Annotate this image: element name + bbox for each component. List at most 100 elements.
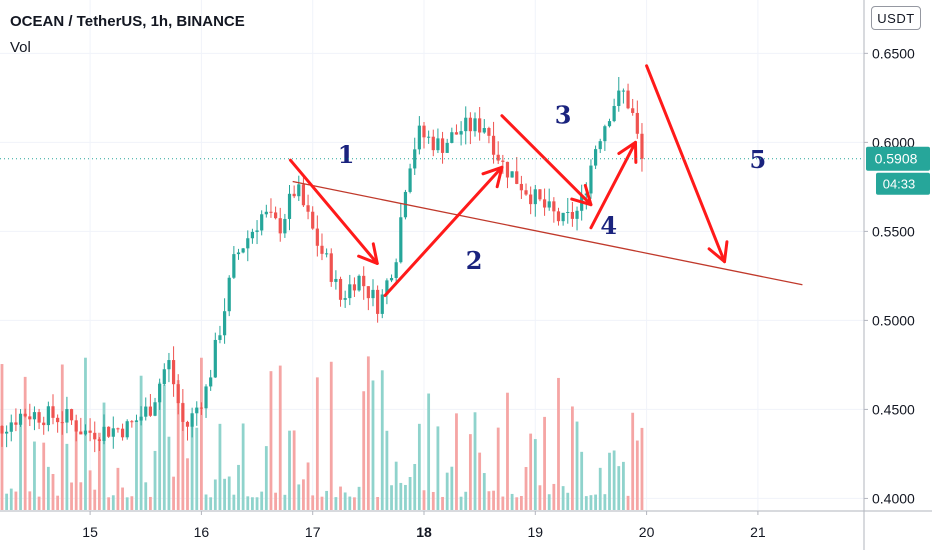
wave-label-4: 4: [600, 211, 617, 240]
candle-body: [287, 193, 292, 219]
volume-bar: [5, 493, 9, 510]
candle-body: [454, 132, 459, 135]
volume-bar: [487, 491, 491, 510]
volume-bar: [60, 364, 64, 510]
volume-bar: [218, 423, 222, 510]
volume-bar: [608, 452, 611, 510]
candle-body: [153, 402, 157, 416]
volume-bar: [311, 495, 315, 510]
candle-body: [352, 284, 357, 291]
volume-bar: [431, 491, 435, 510]
candle-body: [42, 422, 46, 426]
candle-body: [529, 194, 533, 205]
candle-body: [185, 421, 190, 427]
drawings: 1 2 3 4 5: [0, 64, 864, 297]
candle-body: [278, 218, 282, 234]
volume-bar: [353, 497, 356, 510]
volume-bar: [612, 450, 616, 510]
candle-body: [640, 133, 644, 159]
volume-bar: [88, 470, 92, 510]
candle-body: [306, 205, 310, 212]
price-tick-label: 0.5000: [872, 312, 915, 328]
candle-body: [533, 189, 537, 205]
candle-body: [575, 210, 579, 219]
time-tick-label: 15: [82, 524, 98, 540]
currency-unit-button[interactable]: USDT: [871, 6, 921, 30]
time-tick-label: 19: [528, 524, 544, 540]
volume-bar: [195, 427, 199, 510]
volume-bar: [506, 392, 509, 510]
volume-bar: [46, 466, 50, 510]
candle-body: [357, 275, 361, 291]
candle-body: [260, 214, 264, 231]
volume-bar: [538, 485, 542, 510]
candle-body: [478, 118, 482, 133]
candle-body: [120, 428, 125, 438]
candle-body: [612, 105, 616, 122]
volume-bar: [404, 484, 407, 510]
volume-bar: [97, 432, 101, 510]
volume-bar: [51, 473, 55, 510]
candle-body: [380, 294, 384, 314]
volume-bar: [209, 497, 213, 510]
volume-bar: [394, 461, 398, 510]
candle-body: [626, 90, 630, 109]
volume-bar: [533, 439, 537, 510]
candle-body: [431, 136, 435, 151]
volume-bar: [204, 494, 208, 510]
volume-bar: [455, 413, 458, 510]
chart-legend: OCEAN / TetherUS, 1h, BINANCE Vol: [10, 12, 245, 58]
candle-body: [399, 217, 403, 263]
volume-bar: [366, 356, 370, 510]
candle-body: [130, 421, 134, 423]
candle-body: [320, 245, 324, 254]
candle-body: [385, 280, 389, 295]
candle-body: [125, 421, 129, 438]
volume-bar: [524, 467, 528, 510]
candle-body: [329, 253, 333, 282]
volume-bar: [371, 380, 375, 510]
candle-body: [501, 160, 505, 162]
volume-bar: [329, 361, 333, 510]
candle-body: [28, 416, 32, 420]
volume-bar: [603, 494, 607, 510]
volume-bar: [343, 492, 347, 510]
candle-body: [9, 422, 13, 432]
candle-body: [5, 431, 9, 434]
volume-bar: [640, 427, 644, 510]
volume-bar: [547, 494, 551, 510]
volume-bar: [23, 376, 27, 510]
volume-bar: [278, 365, 282, 510]
volume-bar: [561, 486, 565, 510]
candle-body: [167, 360, 171, 370]
candle-body: [584, 193, 588, 196]
candle-body: [464, 117, 468, 132]
candle-body: [440, 138, 445, 153]
candle-body: [538, 189, 542, 200]
candle-body: [427, 136, 431, 138]
volume-bar: [135, 420, 138, 510]
wave-arrow-1: [288, 158, 379, 265]
candle-body: [570, 211, 574, 219]
trend-line: [292, 180, 803, 286]
wave-label-1: 1: [338, 140, 355, 169]
candle-body: [158, 383, 162, 403]
candle-body: [102, 426, 106, 441]
candle-body: [69, 409, 74, 421]
volume-bar: [190, 414, 194, 510]
time-tick-label: 17: [305, 524, 321, 540]
volume-bar: [79, 482, 83, 510]
countdown-tag: [876, 172, 930, 195]
candle-body: [111, 428, 115, 437]
volume-bar: [427, 393, 431, 510]
volume-bar: [125, 497, 129, 510]
candle-body: [394, 262, 398, 278]
volume-bar: [552, 483, 556, 510]
candle-body: [413, 149, 417, 169]
candle-body: [519, 183, 523, 191]
candle-body: [510, 171, 514, 178]
volume-bar: [390, 485, 393, 510]
candle-body: [46, 406, 50, 426]
